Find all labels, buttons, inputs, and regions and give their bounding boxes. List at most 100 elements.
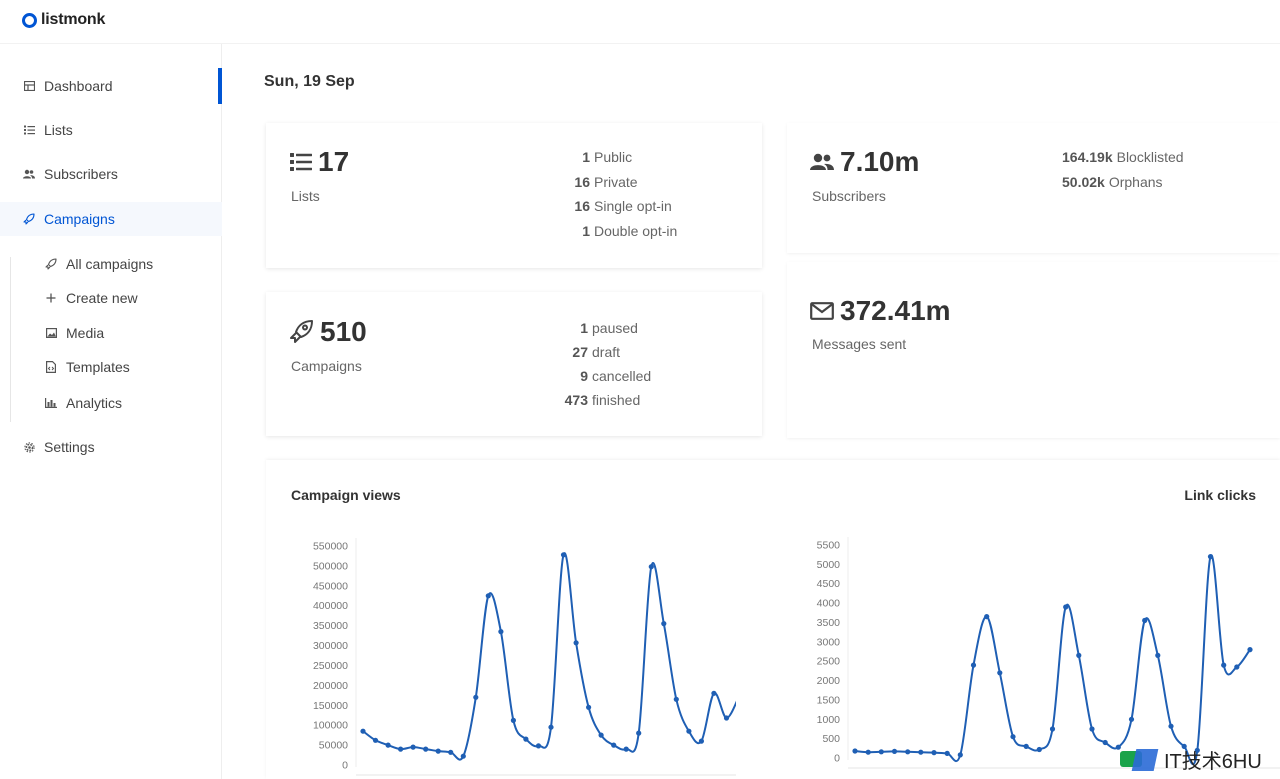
chart-title-views: Campaign views bbox=[291, 487, 401, 503]
data-point[interactable] bbox=[1181, 743, 1187, 749]
data-point[interactable] bbox=[523, 736, 529, 742]
data-point[interactable] bbox=[1010, 734, 1016, 740]
data-point[interactable] bbox=[1247, 647, 1253, 653]
data-point[interactable] bbox=[473, 694, 479, 700]
data-point[interactable] bbox=[878, 749, 884, 755]
data-point[interactable] bbox=[852, 748, 858, 754]
sidebar-subitem-all-campaigns[interactable]: All campaigns bbox=[0, 249, 222, 279]
sidebar-subitem-templates[interactable]: Templates bbox=[0, 352, 222, 382]
data-point[interactable] bbox=[1207, 554, 1214, 560]
sidebar-item-lists[interactable]: Lists bbox=[0, 113, 222, 147]
sidebar-item-label: Lists bbox=[44, 122, 73, 138]
data-point[interactable] bbox=[905, 749, 911, 755]
data-point[interactable] bbox=[944, 750, 950, 756]
sidebar-subitem-label: Create new bbox=[66, 290, 138, 306]
data-point[interactable] bbox=[1102, 739, 1108, 746]
y-tick-label: 450000 bbox=[313, 580, 348, 592]
y-tick-label: 400000 bbox=[313, 600, 348, 612]
data-point[interactable] bbox=[360, 728, 366, 734]
data-point[interactable] bbox=[698, 738, 704, 744]
data-point[interactable] bbox=[931, 750, 937, 756]
sidebar-item-settings[interactable]: Settings bbox=[0, 430, 222, 464]
data-point[interactable] bbox=[686, 728, 692, 734]
y-tick-label: 2000 bbox=[817, 675, 841, 687]
data-point[interactable] bbox=[573, 640, 579, 646]
data-point[interactable] bbox=[648, 564, 654, 570]
data-point[interactable] bbox=[984, 614, 990, 620]
data-point[interactable] bbox=[1036, 746, 1042, 753]
envelope-icon bbox=[810, 302, 834, 320]
app-logo[interactable]: listmonk bbox=[22, 11, 105, 29]
sidebar-subitem-label: Templates bbox=[66, 359, 130, 375]
data-point[interactable] bbox=[398, 746, 404, 752]
data-point[interactable] bbox=[1128, 716, 1135, 722]
data-point[interactable] bbox=[1168, 723, 1174, 729]
data-point[interactable] bbox=[673, 696, 679, 702]
data-point[interactable] bbox=[891, 748, 898, 754]
data-point[interactable] bbox=[1115, 744, 1121, 750]
data-point[interactable] bbox=[711, 690, 717, 696]
sidebar-subitem-analytics[interactable]: Analytics bbox=[0, 388, 222, 418]
messages-card[interactable]: 372.41m Messages sent bbox=[787, 262, 1280, 438]
data-point[interactable] bbox=[970, 662, 977, 668]
campaign-views-chart: 0 50000 100000 150000 200000 250000 300000 3500… bbox=[313, 538, 736, 776]
data-point[interactable] bbox=[548, 724, 554, 730]
campaigns-stats: 1 paused 27 draft 9 cancelled 473 finished bbox=[558, 316, 652, 412]
data-point[interactable] bbox=[1234, 664, 1240, 670]
data-point[interactable] bbox=[997, 670, 1003, 676]
y-tick-label: 5000 bbox=[817, 559, 841, 571]
stat-number: 1 bbox=[582, 222, 590, 239]
data-point[interactable] bbox=[918, 749, 924, 755]
data-point[interactable] bbox=[661, 621, 667, 627]
active-indicator bbox=[218, 68, 222, 104]
data-point[interactable] bbox=[1049, 726, 1056, 732]
data-point[interactable] bbox=[611, 742, 617, 748]
data-point[interactable] bbox=[510, 717, 516, 723]
messages-count: 372.41m bbox=[810, 295, 951, 327]
data-point[interactable] bbox=[372, 737, 379, 743]
data-point[interactable] bbox=[1221, 662, 1227, 668]
sidebar-item-subscribers[interactable]: Subscribers bbox=[0, 157, 222, 191]
sidebar-subitem-create-new[interactable]: Create new bbox=[0, 283, 222, 313]
stat-number: 164.19k bbox=[1062, 149, 1113, 165]
sidebar-item-dashboard[interactable]: Dashboard bbox=[0, 69, 222, 103]
data-point[interactable] bbox=[1076, 652, 1082, 658]
data-point[interactable] bbox=[535, 743, 542, 749]
data-point[interactable] bbox=[448, 749, 454, 755]
sidebar-subitem-media[interactable]: Media bbox=[0, 318, 222, 348]
y-tick-label: 2500 bbox=[817, 656, 841, 668]
subscribers-stats: 164.19k Blocklisted 50.02k Orphans bbox=[1062, 145, 1184, 194]
data-point[interactable] bbox=[435, 748, 441, 754]
data-point[interactable] bbox=[1142, 617, 1148, 624]
campaigns-card[interactable]: 510 Campaigns 1 paused 27 draft 9 cancelled… bbox=[266, 292, 762, 436]
logo-ring-icon bbox=[22, 12, 37, 28]
data-point[interactable] bbox=[1063, 604, 1069, 610]
lists-card[interactable]: 17 Lists 1 Public 16 Private 16 Single opt-… bbox=[266, 123, 762, 268]
data-point[interactable] bbox=[1194, 747, 1200, 753]
data-point[interactable] bbox=[723, 715, 730, 721]
data-point[interactable] bbox=[410, 744, 416, 750]
data-point[interactable] bbox=[423, 746, 429, 752]
data-point[interactable] bbox=[560, 552, 567, 558]
data-point[interactable] bbox=[498, 629, 504, 635]
data-point[interactable] bbox=[1155, 652, 1161, 658]
subscribers-card[interactable]: 7.10m Subscribers 164.19k Blocklisted 50.… bbox=[787, 123, 1280, 253]
data-point[interactable] bbox=[385, 742, 391, 748]
data-point[interactable] bbox=[957, 752, 963, 758]
data-point[interactable] bbox=[1023, 743, 1029, 749]
sidebar-subitem-label: All campaigns bbox=[66, 256, 154, 272]
data-point[interactable] bbox=[623, 746, 629, 752]
stat-label: cancelled bbox=[592, 368, 652, 384]
y-tick-label: 500000 bbox=[313, 560, 348, 572]
stat-number: 16 bbox=[574, 173, 590, 190]
chart-title-clicks: Link clicks bbox=[1184, 487, 1256, 503]
data-point[interactable] bbox=[485, 593, 491, 599]
data-point[interactable] bbox=[1089, 726, 1095, 732]
data-point[interactable] bbox=[865, 749, 871, 755]
data-point[interactable] bbox=[586, 704, 592, 710]
data-point[interactable] bbox=[460, 753, 466, 759]
y-tick-label: 250000 bbox=[313, 660, 348, 672]
sidebar-item-campaigns[interactable]: Campaigns bbox=[0, 202, 222, 236]
data-point[interactable] bbox=[598, 732, 604, 738]
data-point[interactable] bbox=[636, 730, 642, 736]
